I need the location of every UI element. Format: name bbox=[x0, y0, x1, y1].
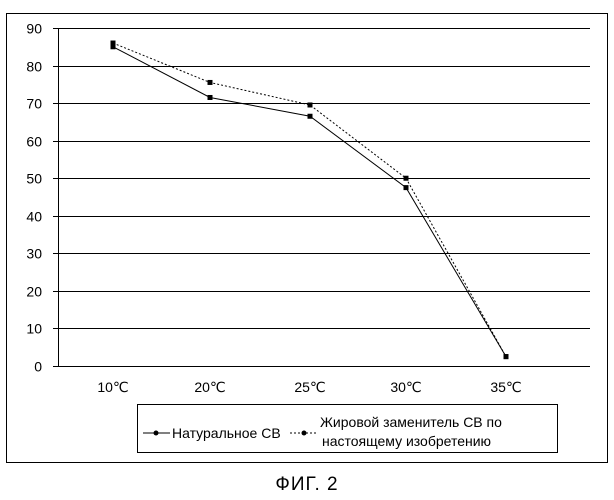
y-tick-label: 20 bbox=[26, 284, 42, 300]
legend-marker-substitute bbox=[302, 431, 307, 436]
y-tick-label: 40 bbox=[26, 209, 42, 225]
series-natural bbox=[111, 44, 509, 359]
x-tick-label: 20℃ bbox=[194, 379, 225, 395]
data-point bbox=[308, 114, 313, 119]
legend: Натуральное СВ Жировой заменитель СВ по … bbox=[138, 405, 558, 453]
data-point bbox=[308, 102, 313, 107]
y-tick-label: 30 bbox=[26, 246, 42, 262]
chart-frame bbox=[7, 14, 608, 463]
y-tick-label: 10 bbox=[26, 321, 42, 337]
y-tick-label: 50 bbox=[26, 171, 42, 187]
x-tick-label: 35℃ bbox=[490, 379, 521, 395]
series-line bbox=[113, 43, 506, 357]
x-tick-label: 25℃ bbox=[294, 379, 325, 395]
data-point bbox=[111, 41, 116, 46]
axes bbox=[53, 28, 590, 367]
data-point bbox=[208, 80, 213, 85]
data-point bbox=[404, 176, 409, 181]
y-tick-label: 90 bbox=[26, 21, 42, 37]
data-point bbox=[404, 185, 409, 190]
series bbox=[111, 41, 509, 360]
gridlines bbox=[58, 29, 590, 329]
series-substitute bbox=[111, 41, 509, 360]
data-point bbox=[208, 95, 213, 100]
x-tick-label: 30℃ bbox=[390, 379, 421, 395]
series-line bbox=[113, 47, 506, 357]
x-tick-labels: 10℃ 20℃ 25℃ 30℃ 35℃ bbox=[97, 379, 521, 395]
figure-caption: ФИГ. 2 bbox=[0, 474, 614, 496]
y-tick-labels: 0 10 20 30 40 50 60 70 80 90 bbox=[26, 21, 42, 375]
legend-label-natural: Натуральное СВ bbox=[172, 425, 281, 441]
y-tick-label: 0 bbox=[34, 359, 42, 375]
legend-marker-natural bbox=[154, 431, 159, 436]
y-tick-label: 80 bbox=[26, 59, 42, 75]
y-tick-label: 60 bbox=[26, 134, 42, 150]
legend-label-substitute-line2: настоящему изобретению bbox=[322, 433, 491, 449]
legend-label-substitute-line1: Жировой заменитель СВ по bbox=[320, 414, 502, 430]
x-tick-label: 10℃ bbox=[97, 379, 128, 395]
y-tick-label: 70 bbox=[26, 96, 42, 112]
data-point bbox=[504, 354, 509, 359]
